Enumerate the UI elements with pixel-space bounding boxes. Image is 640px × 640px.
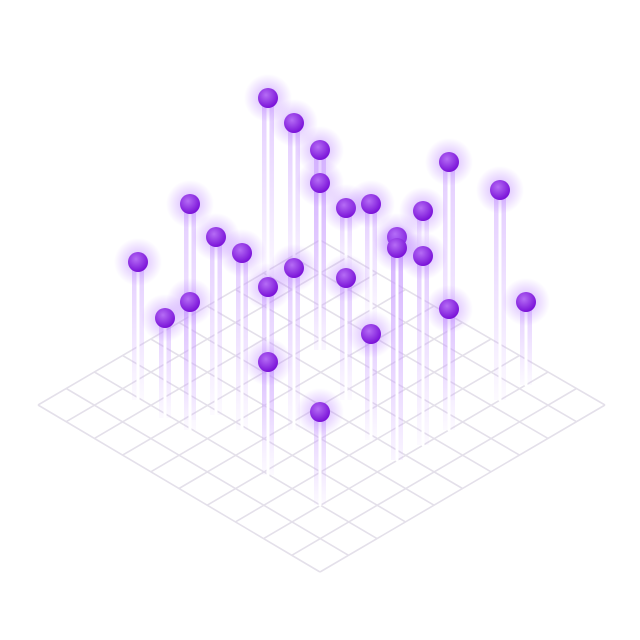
sphere (258, 88, 278, 108)
sphere (180, 194, 200, 214)
sphere (336, 268, 356, 288)
grid-line (319, 404, 606, 573)
sphere (439, 152, 459, 172)
lollipop-marker (244, 338, 292, 477)
sphere (387, 238, 407, 258)
lollipop-marker (347, 310, 395, 442)
sphere (490, 180, 510, 200)
sphere (310, 402, 330, 422)
sphere (439, 299, 459, 319)
lollipop-marker (296, 159, 344, 352)
sphere (310, 140, 330, 160)
sphere (258, 352, 278, 372)
poles-group (114, 74, 550, 507)
sphere (413, 201, 433, 221)
lollipop-marker (166, 278, 214, 432)
grid-line (234, 354, 520, 523)
lollipop-marker (425, 285, 473, 432)
lollipop-marker (322, 254, 370, 402)
lollipop-marker (114, 238, 162, 402)
sphere (516, 292, 536, 312)
sphere (361, 194, 381, 214)
sphere (284, 113, 304, 133)
sphere (310, 173, 330, 193)
grid-line (234, 288, 520, 456)
sphere (232, 243, 252, 263)
sphere (284, 258, 304, 278)
lollipop-marker (218, 229, 266, 432)
sphere (361, 324, 381, 344)
lollipop-marker (373, 224, 421, 462)
sphere (258, 277, 278, 297)
grid-line (291, 387, 577, 556)
lollipop-marker (296, 388, 344, 507)
lollipop-marker (476, 166, 524, 402)
lollipop-marker (270, 244, 318, 432)
lollipop-marker (502, 278, 550, 387)
grid-line (263, 272, 549, 440)
sphere (180, 292, 200, 312)
sphere (128, 252, 148, 272)
